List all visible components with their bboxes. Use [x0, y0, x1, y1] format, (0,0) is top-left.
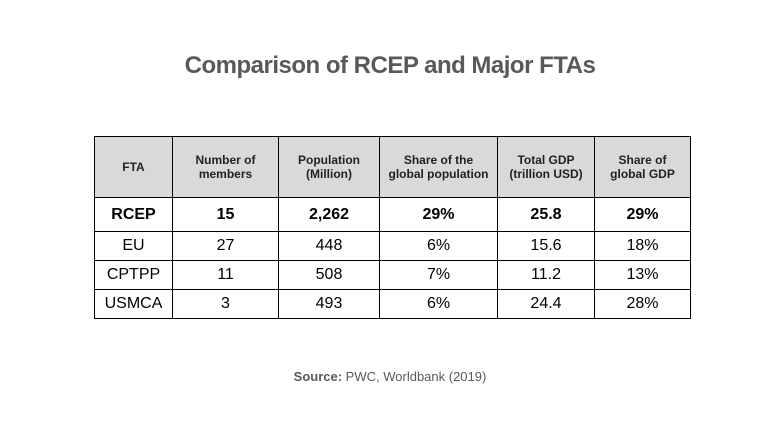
table-cell: 493	[278, 289, 380, 319]
table-cell: 15.6	[497, 231, 595, 261]
column-header: Population (Million)	[278, 136, 380, 198]
table-cell: 29%	[379, 197, 498, 232]
table-cell: CPTPP	[94, 260, 173, 290]
table-cell: 11	[172, 260, 279, 290]
chart-title: Comparison of RCEP and Major FTAs	[184, 52, 596, 79]
column-header: Number of members	[172, 136, 279, 198]
table-cell: RCEP	[94, 197, 173, 232]
table-cell: 6%	[379, 289, 498, 319]
column-header-line: Share of the	[403, 153, 474, 167]
column-header-line: (Million)	[306, 167, 352, 181]
table-row: EU 27 448 6% 15.6 18%	[94, 231, 691, 261]
source-text: PWC, Worldbank (2019)	[342, 369, 487, 384]
table-cell: 15	[172, 197, 279, 232]
table-row: USMCA 3 493 6% 24.4 28%	[94, 289, 691, 319]
table-cell: 2,262	[278, 197, 380, 232]
table-cell: 11.2	[497, 260, 595, 290]
table-cell: 24.4	[497, 289, 595, 319]
fta-comparison-table: FTA Number of members Population (Million) Sh…	[94, 136, 691, 319]
column-header-line: Population	[298, 153, 360, 167]
source-note: Source: PWC, Worldbank (2019)	[0, 369, 780, 384]
table-cell: 25.8	[497, 197, 595, 232]
column-header: Share of global GDP	[594, 136, 691, 198]
column-header-line: Number of	[195, 153, 256, 167]
column-header-line: (trillion USD)	[509, 167, 583, 181]
table-header-row: FTA Number of members Population (Million) Sh…	[94, 136, 691, 198]
table-cell: 18%	[594, 231, 691, 261]
table-cell: 6%	[379, 231, 498, 261]
table-cell: 7%	[379, 260, 498, 290]
column-header: FTA	[94, 136, 173, 198]
column-header: Share of the global population	[379, 136, 498, 198]
table-cell: USMCA	[94, 289, 173, 319]
table-cell: 13%	[594, 260, 691, 290]
table-cell: 3	[172, 289, 279, 319]
source-label: Source:	[293, 369, 343, 384]
column-header-line: global population	[388, 167, 489, 181]
column-header-line: Share of	[618, 153, 667, 167]
column-header: Total GDP (trillion USD)	[497, 136, 595, 198]
table-cell: 29%	[594, 197, 691, 232]
table-row: CPTPP 11 508 7% 11.2 13%	[94, 260, 691, 290]
table-cell: 27	[172, 231, 279, 261]
column-header-line: global GDP	[610, 167, 675, 181]
column-header-line: members	[198, 167, 253, 181]
table-cell: 448	[278, 231, 380, 261]
table-cell: 28%	[594, 289, 691, 319]
column-header-line: Total GDP	[517, 153, 575, 167]
column-header-line: FTA	[122, 160, 145, 174]
table-row: RCEP 15 2,262 29% 25.8 29%	[94, 197, 691, 232]
table-cell: 508	[278, 260, 380, 290]
table-cell: EU	[94, 231, 173, 261]
